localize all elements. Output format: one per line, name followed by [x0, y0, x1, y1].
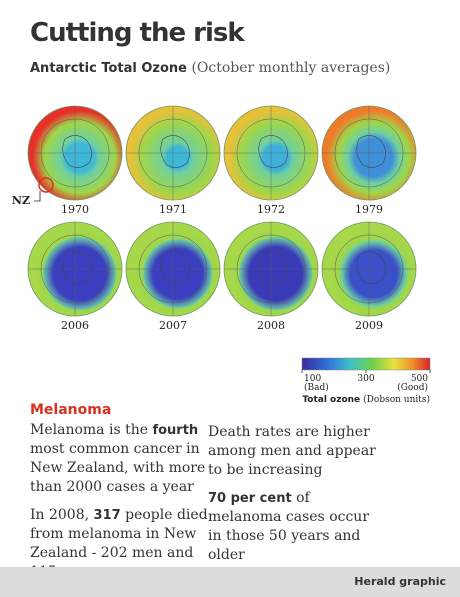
emphasis: fourth [152, 423, 199, 438]
emphasis: 317 [93, 508, 121, 523]
left-column: Melanoma is the fourth most common cance… [30, 421, 208, 591]
nz-label: NZ [12, 194, 30, 207]
antarctica [258, 251, 288, 284]
text-run: of melanoma cases occur in those 50 year… [208, 490, 370, 563]
legend-caption: Total ozone (Dobson units) [302, 394, 430, 405]
text-run: Death rates are higher among men and app… [208, 424, 376, 478]
nz-leader [34, 191, 41, 202]
section-heading: Melanoma [30, 402, 112, 418]
year-label: 2009 [355, 319, 383, 332]
right-column: Death rates are higher among men and app… [208, 423, 380, 574]
antarctica [356, 135, 386, 168]
credit: Herald graphic [354, 575, 446, 588]
text-run: In 2008, [30, 507, 94, 523]
year-label: 2006 [61, 319, 89, 332]
title: Cutting the risk [30, 18, 245, 48]
paragraph: 70 per cent of melanoma cases occur in t… [208, 489, 380, 565]
antarctica [62, 251, 92, 284]
subtitle-bold: Antarctic Total Ozone [30, 61, 187, 76]
tick-label: 300 [357, 374, 374, 384]
color-scale [301, 357, 431, 371]
year-label: 1970 [61, 203, 89, 216]
antarctica [356, 251, 386, 284]
text-run: most common cancer in New Zealand, with … [30, 441, 206, 495]
subtitle-rest: (October monthly averages) [191, 60, 391, 76]
tick-note: (Bad) [304, 382, 329, 393]
text-run: Melanoma is the [30, 422, 153, 438]
footer: Herald graphic [0, 567, 460, 597]
paragraph: Death rates are higher among men and app… [208, 423, 380, 480]
antarctica [258, 135, 288, 168]
tick-label: 500 [411, 374, 428, 384]
globe-grid: 1970 1971 1972 1979 2006 2007 2008 2009 NZ [12, 105, 417, 332]
year-label: 2008 [257, 319, 285, 332]
year-label: 2007 [159, 319, 187, 332]
legend: 100(Bad)300 500(Good)Total ozone (Dobson u… [301, 357, 431, 405]
nz-marker [38, 177, 54, 193]
legend-caption-rest: (Dobson units) [363, 394, 430, 405]
year-label: 1971 [159, 203, 187, 216]
tick-note: (Good) [397, 382, 428, 393]
paragraph: Melanoma is the fourth most common cance… [30, 421, 208, 497]
legend-caption-bold: Total ozone [302, 395, 360, 405]
year-label: 1979 [355, 203, 383, 216]
year-label: 1972 [257, 203, 285, 216]
antarctica [160, 135, 190, 168]
subtitle: Antarctic Total Ozone (October monthly a… [30, 60, 390, 76]
emphasis: 70 per cent [208, 491, 292, 506]
antarctica [62, 135, 92, 168]
antarctica [160, 251, 190, 284]
tick-label: 100 [304, 374, 321, 384]
